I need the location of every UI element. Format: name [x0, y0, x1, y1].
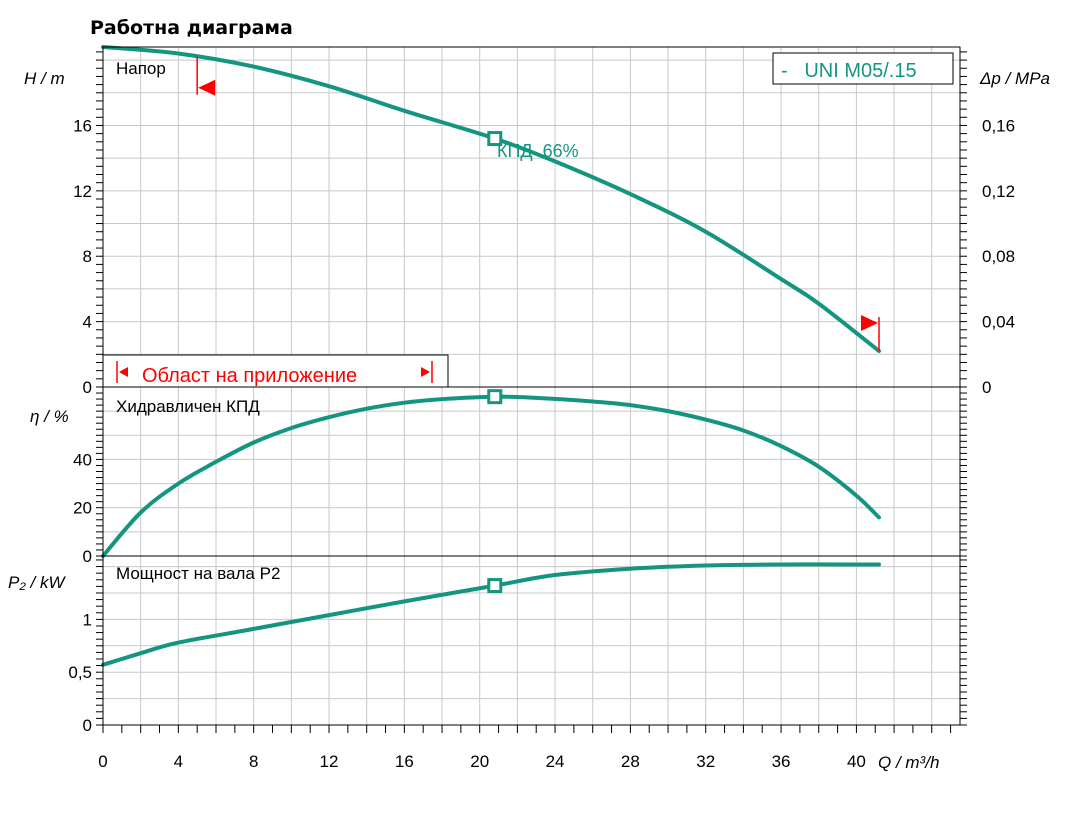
y2-tick-label: 0,16	[982, 116, 1015, 135]
range-box-right-arrow	[421, 367, 430, 377]
x-tick-label: 8	[249, 752, 258, 771]
x-tick-label: 28	[621, 752, 640, 771]
y-tick-label: 40	[73, 450, 92, 469]
x-tick-label: 16	[395, 752, 414, 771]
x-tick-label: 12	[320, 752, 339, 771]
y-tick-label: 8	[83, 247, 92, 266]
x-tick-label: 40	[847, 752, 866, 771]
marks-layer	[116, 56, 880, 594]
x-tick-label: 0	[98, 752, 107, 771]
panel-title-efficiency: Хидравличен КПД	[116, 397, 260, 416]
x-tick-label: 24	[546, 752, 565, 771]
x-tick-label: 4	[174, 752, 183, 771]
y2-tick-label: 0,04	[982, 313, 1015, 332]
secondary-ylabel: Δp / MPa	[979, 69, 1050, 88]
y2-tick-label: 0,08	[982, 247, 1015, 266]
application-range-label: Област на приложение	[142, 365, 357, 387]
y-tick-label: 0,5	[68, 663, 92, 682]
operating-point-marker-head	[487, 131, 503, 147]
y-tick-label: 0	[83, 716, 92, 735]
operating-point-marker-efficiency	[487, 389, 503, 405]
y-tick-label: 20	[73, 499, 92, 518]
y2-tick-label: 0,12	[982, 182, 1015, 201]
frame-layer: 0 4 8 12 16 0 20 40 0 0,5 1 0 0,04 0,08 0,12 0,16 0 4 8 12 1…	[68, 46, 1015, 771]
x-tick-label: 36	[772, 752, 791, 771]
ylabel-efficiency: η / %	[30, 407, 69, 426]
range-box-left-arrow	[119, 367, 128, 377]
operating-point-label: КПД 66%	[497, 141, 579, 161]
ylabel-head: H / m	[24, 69, 65, 88]
y-tick-label: 12	[73, 182, 92, 201]
panel-title-power: Мощност на вала P2	[116, 564, 280, 583]
range-max-arrow	[861, 315, 879, 332]
y-tick-label: 4	[83, 313, 92, 332]
y2-tick-label: 0	[982, 378, 991, 397]
y-tick-label: 0	[83, 547, 92, 566]
legend-entry: - UNI M05/.15	[781, 60, 917, 82]
application-range-box	[102, 354, 449, 388]
x-tick-label: 32	[696, 752, 715, 771]
y-tick-label: 16	[73, 116, 92, 135]
text-layer: Напор Хидравличен КПД Мощност на вала P2…	[8, 52, 1050, 772]
x-tick-label: 20	[470, 752, 489, 771]
y-tick-label: 1	[83, 610, 92, 629]
operating-point-marker-power	[487, 578, 503, 594]
series-line-head	[101, 45, 881, 353]
range-min-arrow	[198, 79, 216, 96]
ylabel-power: P₂ / kW	[8, 573, 66, 592]
xlabel: Q / m³/h	[878, 753, 939, 772]
legend-box	[772, 52, 954, 85]
page-title: Работна диаграма	[90, 17, 293, 39]
y-tick-label: 0	[83, 378, 92, 397]
panel-title-head: Напор	[116, 59, 166, 78]
